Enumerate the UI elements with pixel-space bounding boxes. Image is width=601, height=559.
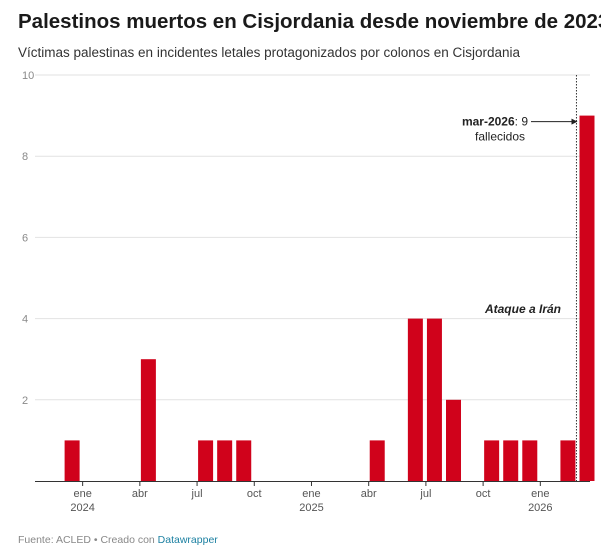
y-axis-tick-labels: 2 4 6 8 10 (22, 70, 34, 407)
annotation-count: : 9 (515, 115, 529, 129)
footer-source: Fuente: ACLED • Creado con (18, 534, 158, 546)
gridlines (35, 74, 590, 481)
x-tick-year-label: 2026 (528, 502, 552, 514)
footer-tool-link[interactable]: Datawrapper (157, 534, 218, 546)
bar (64, 440, 80, 481)
x-tick-label: abr (132, 488, 148, 500)
x-tick-label: oct (247, 488, 262, 500)
bar (484, 440, 500, 481)
annotation-arrow-head (571, 118, 578, 125)
bar (579, 115, 595, 481)
bar (560, 440, 576, 481)
chart-subtitle: Víctimas palestinas en incidentes letale… (18, 45, 521, 60)
bar (426, 318, 442, 481)
x-tick-year-label: 2025 (299, 502, 323, 514)
bar (369, 440, 385, 481)
bar (522, 440, 538, 481)
chart-title: Palestinos muertos en Cisjordania desde … (18, 10, 601, 33)
x-tick-year-label: 2024 (70, 502, 94, 514)
bar (503, 440, 519, 481)
x-tick-label: ene (302, 488, 320, 500)
annotation-event-label: Ataque a Irán (484, 302, 561, 316)
annotation-value-label: mar-2026: 9 (462, 115, 528, 129)
bar (140, 359, 156, 481)
y-tick-label: 8 (22, 151, 28, 163)
y-tick-label: 6 (22, 232, 28, 244)
bar (217, 440, 233, 481)
x-tick-label: jul (191, 488, 203, 500)
bar (198, 440, 214, 481)
annotation-date: mar-2026 (462, 115, 515, 129)
x-tick-label: ene (73, 488, 91, 500)
bar (446, 399, 462, 481)
x-axis-tick-labels: ene 2024 abr jul oct ene 2025 abr jul oct ene 2026 (70, 481, 553, 514)
footer: Fuente: ACLED • Creado con Datawrapper (18, 534, 218, 546)
x-tick-label: abr (361, 488, 377, 500)
y-tick-label: 4 (22, 314, 28, 326)
y-tick-label: 10 (22, 70, 34, 82)
x-tick-label: ene (531, 488, 549, 500)
x-tick-label: oct (476, 488, 491, 500)
y-tick-label: 2 (22, 395, 28, 407)
bar (407, 318, 423, 481)
bar (236, 440, 252, 481)
x-tick-label: jul (419, 488, 431, 500)
annotation-unit-label: fallecidos (475, 130, 525, 144)
bars (64, 115, 595, 481)
